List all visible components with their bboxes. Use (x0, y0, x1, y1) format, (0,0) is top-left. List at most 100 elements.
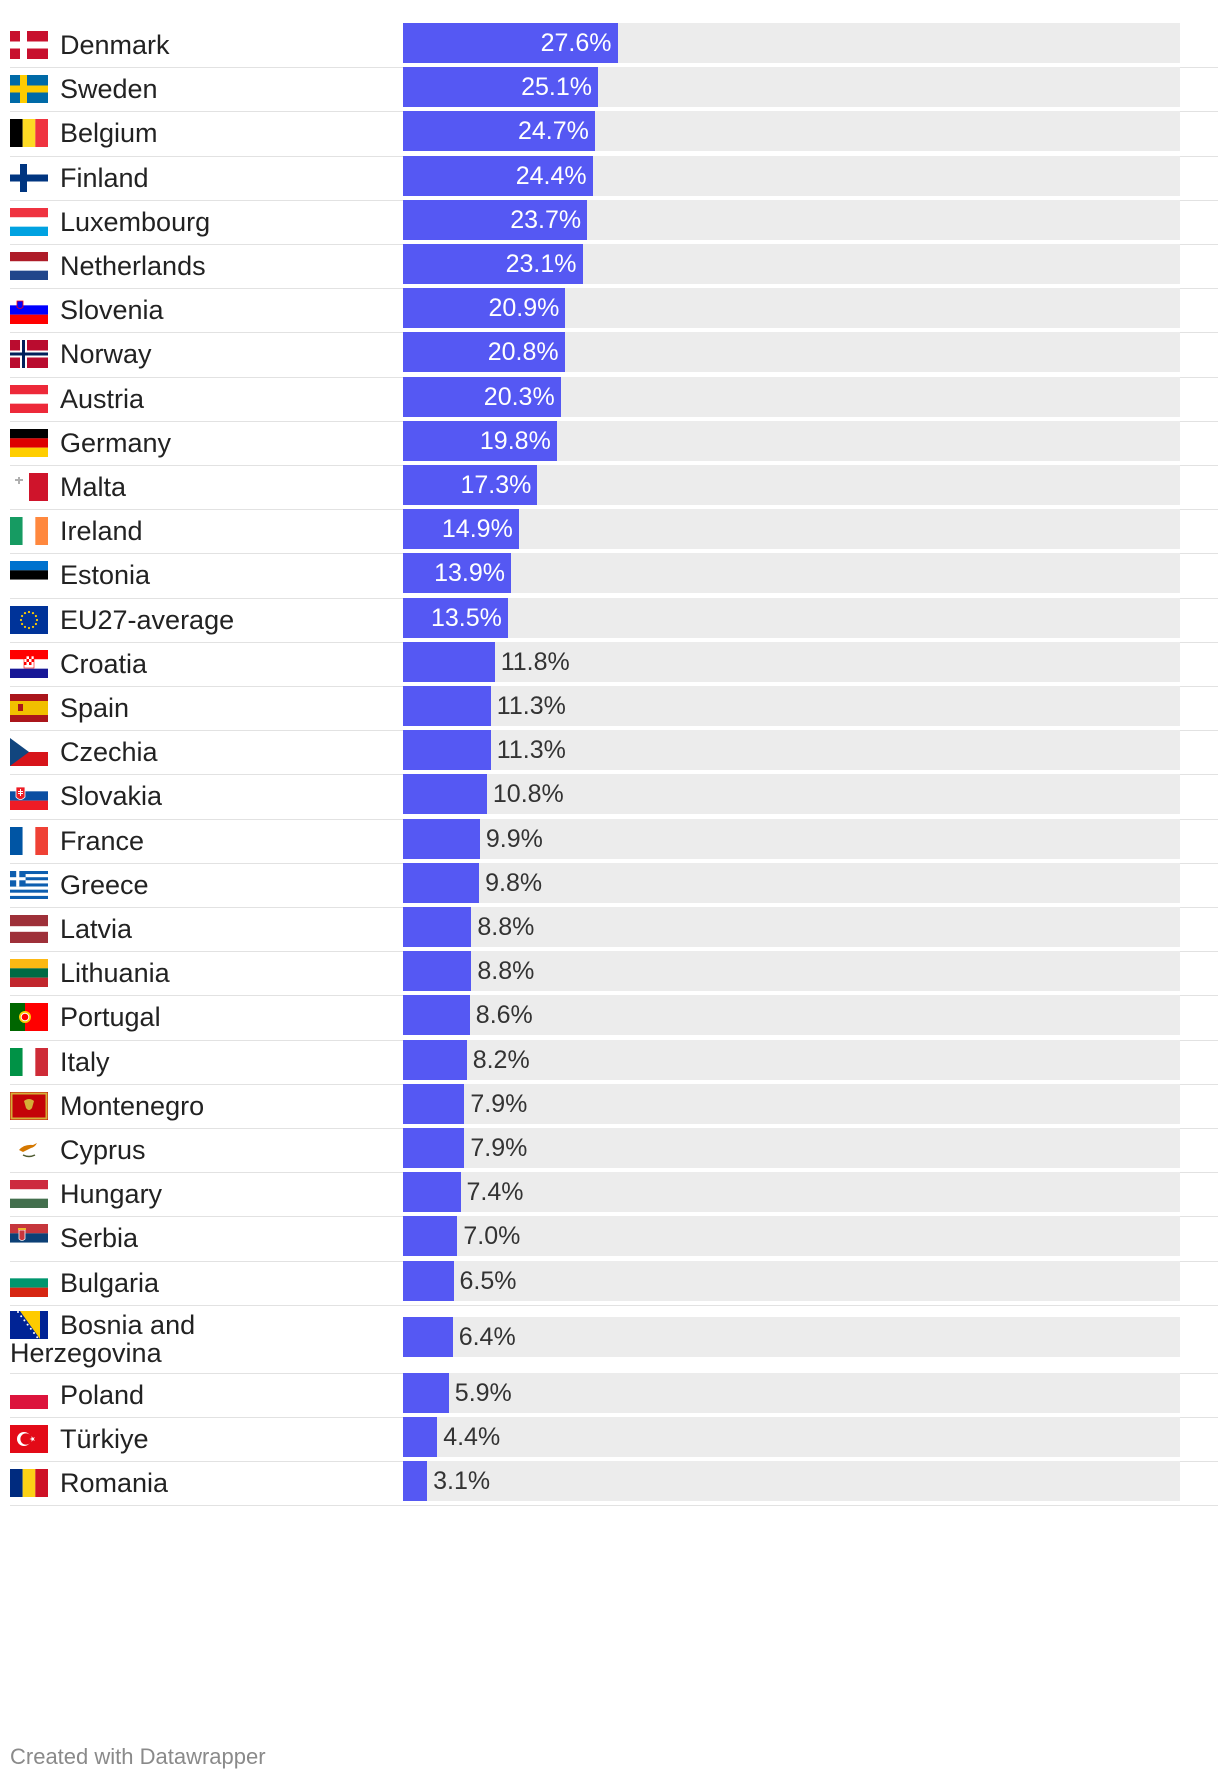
country-name: Belgium (60, 118, 158, 149)
bar (403, 111, 595, 152)
bar (403, 641, 495, 682)
country-name: Spain (60, 693, 130, 723)
chart-row: Slovenia 20.9% (10, 288, 1218, 334)
bar (403, 23, 618, 64)
country-label: Luxembourg (10, 207, 390, 236)
bar (403, 1039, 467, 1080)
bar-track: 7.9% (403, 1128, 1180, 1169)
country-name: Finland (60, 162, 149, 193)
country-label: Cyprus (10, 1136, 390, 1164)
bosnia-flag-icon (10, 1310, 48, 1339)
bar (403, 199, 588, 240)
slovakia-flag-icon (10, 782, 48, 811)
bar (403, 995, 470, 1036)
country-name: Sweden (60, 74, 158, 105)
country-name: EU27-average (60, 604, 235, 635)
country-name: Norway (60, 339, 152, 370)
bar-track: 13.9% (403, 553, 1180, 594)
bar (403, 1172, 461, 1213)
bar (403, 862, 480, 903)
country-label: Belgium (10, 118, 390, 149)
chart-row: Luxembourg 23.7% (10, 199, 1218, 245)
austria-flag-icon (10, 384, 48, 413)
bar (403, 1417, 438, 1458)
country-name: Montenegro (60, 1090, 205, 1121)
latvia-flag-icon (10, 915, 48, 943)
bar-track: 27.6% (403, 23, 1180, 64)
value-label: 17.3% (460, 471, 532, 500)
country-label: Poland (10, 1379, 390, 1410)
country-label: Ireland (10, 516, 390, 547)
bar (403, 1316, 453, 1357)
country-name: Poland (60, 1379, 145, 1410)
country-label: EU27-average (10, 604, 390, 635)
country-label: Croatia (10, 648, 390, 679)
chart-row: Malta 17.3% (10, 465, 1218, 511)
chart-row: Austria 20.3% (10, 376, 1218, 422)
value-label: 8.8% (477, 957, 535, 986)
chart-row: Romania 3.1% (10, 1461, 1218, 1507)
country-name: Slovenia (60, 295, 164, 326)
chart-row: Türkiye 4.4% (10, 1417, 1218, 1463)
bar-track: 7.4% (403, 1172, 1180, 1213)
country-name: Denmark (60, 30, 170, 60)
country-name: Greece (60, 869, 149, 900)
value-label: 7.9% (470, 1089, 528, 1118)
country-name: Croatia (60, 648, 148, 679)
country-label: Serbia (10, 1224, 390, 1253)
bar-track: 11.3% (403, 686, 1180, 727)
bar-track: 6.5% (403, 1260, 1180, 1301)
country-label: Portugal (10, 1003, 390, 1032)
bar (403, 597, 508, 638)
bar-track: 20.9% (403, 288, 1180, 329)
value-label: 25.1% (521, 73, 592, 102)
chart-row: Estonia 13.9% (10, 553, 1218, 599)
croatia-flag-icon (10, 649, 48, 678)
bar (403, 1372, 449, 1413)
country-label: Denmark (10, 31, 390, 59)
bar-track: 6.4% (403, 1316, 1180, 1357)
greece-flag-icon (10, 870, 48, 899)
bar-track: 7.0% (403, 1216, 1180, 1257)
bar (403, 1260, 454, 1301)
bar-track: 5.9% (403, 1372, 1180, 1413)
chart-row: Belgium 24.7% (10, 111, 1218, 157)
country-name: Lithuania (60, 958, 170, 989)
bar (403, 244, 583, 285)
germany-flag-icon (10, 428, 48, 457)
bar-track: 14.9% (403, 509, 1180, 550)
country-name: Ireland (60, 516, 143, 547)
bar-track: 25.1% (403, 67, 1180, 108)
value-label: 9.8% (485, 868, 543, 897)
country-name: Latvia (60, 914, 133, 944)
bar (403, 155, 593, 196)
chart-row: Netherlands 23.1% (10, 244, 1218, 290)
denmark-flag-icon (10, 31, 48, 59)
chart-row: Greece 9.8% (10, 862, 1218, 908)
country-name: Türkiye (60, 1424, 149, 1454)
bar-track: 9.8% (403, 862, 1180, 903)
poland-flag-icon (10, 1380, 48, 1409)
country-label: Netherlands (10, 252, 390, 280)
lithuania-flag-icon (10, 959, 48, 988)
bar (403, 376, 561, 417)
country-label: Türkiye (10, 1425, 390, 1453)
bar-track: 23.1% (403, 244, 1180, 285)
sweden-flag-icon (10, 75, 48, 104)
value-label: 6.4% (458, 1322, 516, 1351)
country-name: Czechia (60, 737, 158, 768)
bar-track: 8.8% (403, 951, 1180, 992)
value-label: 11.3% (496, 692, 566, 721)
serbia-flag-icon (10, 1224, 48, 1253)
datawrapper-credit[interactable]: Created with Datawrapper (10, 1744, 266, 1769)
chart-row: Serbia 7.0% (10, 1216, 1218, 1262)
country-label: Finland (10, 162, 390, 193)
value-label: 27.6% (540, 29, 612, 58)
chart-row: Ireland 14.9% (10, 509, 1218, 555)
bar (403, 509, 519, 550)
country-name: Austria (60, 383, 145, 414)
value-label: 24.4% (515, 161, 587, 190)
country-name: Netherlands (60, 251, 206, 281)
chart-row: Germany 19.8% (10, 420, 1218, 466)
country-name: Estonia (60, 560, 151, 591)
